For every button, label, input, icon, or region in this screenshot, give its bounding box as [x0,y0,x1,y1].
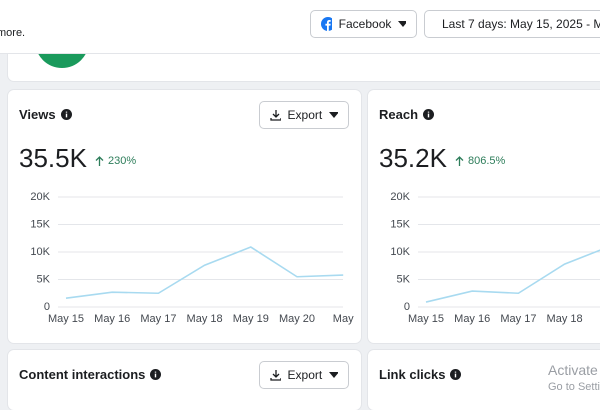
link-clicks-card: Link clicks [368,350,600,410]
export-button[interactable]: Export [259,361,349,389]
change: 230% [95,155,136,167]
card-title: Reach [379,107,435,122]
caret-glyph [329,372,338,378]
total-value: 35.5K [19,143,87,173]
info-icon [60,109,72,120]
series-line [425,249,600,303]
x-tick-label: May 18 [547,313,583,325]
x-tick-label: May 17 [500,313,536,325]
top-bar: more. Facebook Last 7 days: May 15, 2025… [0,0,600,54]
export-label: Export [287,368,323,382]
watermark-line1: Activate [548,362,598,378]
up-arrow [95,156,104,166]
card-title-text: Views [19,107,56,122]
download-glyph [270,110,281,121]
reach-card: Reach 35.2K 806.5% 0 5K 10K 15K 20K May 15 May 16… [368,90,600,343]
facebook-icon [321,17,332,31]
x-tick-label: May 16 [94,313,130,325]
header-text: more. [0,27,26,39]
page-button-label: Facebook [338,17,392,31]
views-card: Views Export 35.5K 230% 0 5K 10K 15K 20K May 15 Ma… [8,90,361,343]
card-title-text: Reach [379,107,419,122]
up-arrow [455,156,464,166]
series-line [65,246,344,299]
download-icon [270,370,281,381]
caret [398,21,406,27]
card-title-text: Content interactions [19,367,146,382]
x-tick-label: May 19 [233,313,269,325]
change: 806.5% [455,155,505,167]
x-tick-label: May 15 [408,313,444,325]
summary-card [8,54,600,81]
up-arrow-glyph [95,156,104,166]
y-tick-label: 0 [404,301,410,313]
change-value: 230% [108,155,137,167]
x-tick-label: May 17 [140,313,176,325]
caret-glyph [329,112,338,118]
up-arrow-glyph [455,156,464,166]
caret [329,112,338,118]
card-title: Content interactions [19,367,162,382]
export-button[interactable]: Export [259,101,349,129]
y-tick-label: 15K [390,218,410,230]
page-button[interactable]: Facebook [310,10,417,38]
info-icon [150,369,162,380]
info-icon [423,109,435,120]
chart: 0 5K 10K 15K 20K May 15 May 16 May 17 May 18 May … [30,191,354,325]
caret [329,372,338,378]
x-tick-label: May [333,313,354,325]
interactions-card: Content interactions Export [8,350,361,410]
info-icon [450,369,462,380]
card-title-text: Link clicks [379,367,446,382]
y-tick-label: 5K [397,273,411,285]
export-label: Export [287,108,323,122]
x-tick-label: May 18 [187,313,223,325]
x-tick-label: May 15 [48,313,84,325]
y-tick-label: 10K [390,246,410,258]
y-tick-label: 10K [30,246,50,258]
change-value: 806.5% [468,155,506,167]
total-value: 35.2K [379,143,447,173]
card-title: Link clicks [379,367,462,382]
summary-graphic [38,54,86,68]
y-tick-label: 20K [390,191,410,203]
y-tick-label: 15K [30,218,50,230]
card-title: Views [19,107,72,122]
x-tick-label: May 20 [279,313,315,325]
y-tick-label: 20K [30,191,50,203]
y-tick-label: 5K [37,273,51,285]
date-button-label: Last 7 days: May 15, 2025 - M [442,17,600,31]
download-glyph [270,370,281,381]
x-tick-label: May 16 [454,313,490,325]
watermark-line2: Go to Setting [548,381,600,393]
download-icon [270,110,281,121]
y-tick-label: 0 [44,301,50,313]
date-button[interactable]: Last 7 days: May 15, 2025 - M [424,10,600,38]
